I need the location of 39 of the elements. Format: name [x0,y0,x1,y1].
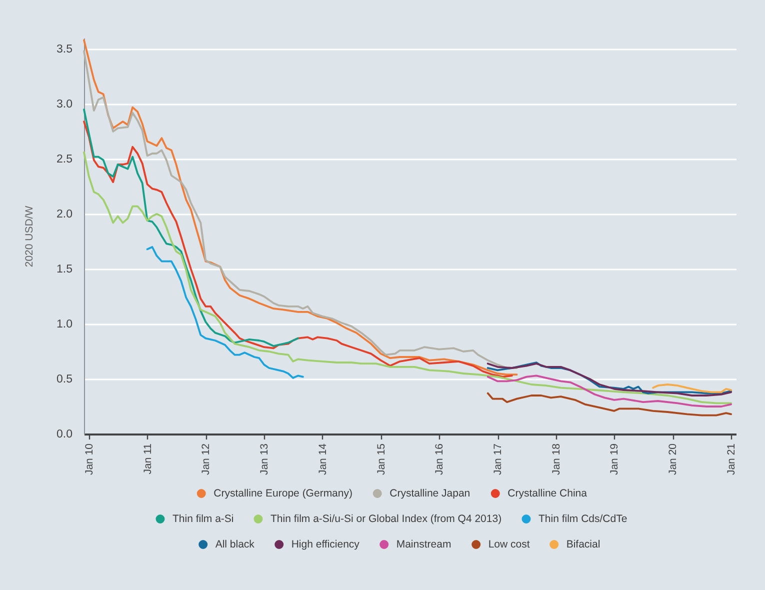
y-tick-label: 3.0 [56,98,72,110]
line-series [83,120,513,378]
legend-label: All black [215,538,256,550]
line-series [652,384,732,394]
legend-label: Crystalline Japan [390,488,470,500]
y-axis-title: 2020 USD/W [24,206,36,268]
line-series [83,151,732,404]
legend-label: Low cost [488,538,530,550]
y-tick-label: 3.5 [56,44,72,56]
legend-label: Crystalline China [508,488,588,500]
x-tick-label: Jan 18 [550,443,562,476]
x-tick-label: Jan 17 [492,443,504,476]
x-tick-label: Jan 12 [200,443,212,476]
legend-label: Mainstream [396,538,452,550]
x-tick-label: Jan 16 [434,443,446,476]
line-series [486,374,732,408]
legend-label: Thin film a-Si/u-Si or Global Index (from Q4 2013) [270,513,502,525]
x-tick-label: Jan 19 [608,443,621,476]
legend-label: Bifacial [566,538,600,550]
line-series [83,108,299,347]
y-tick-label: 0.0 [56,428,72,440]
legend-label: Thin film Cds/CdTe [538,513,628,525]
legend-label: High efficiency [291,538,360,550]
y-tick-label: 0.5 [56,374,72,386]
y-tick-label: 1.5 [56,264,72,276]
y-tick-label: 1.0 [56,318,72,330]
line-series [146,246,304,379]
y-tick-label: 2.0 [56,208,72,220]
legend-label: Thin film a-Si [172,513,234,525]
y-tick-label: 2.5 [56,154,72,166]
x-tick-label: Jan 13 [258,443,271,476]
x-tick-label: Jan 14 [316,443,329,476]
x-tick-label: Jan 20 [667,443,680,476]
x-tick-label: Jan 11 [142,443,154,474]
x-tick-label: Jan 21 [726,443,738,476]
line-series [486,392,732,416]
legend-label: Crystalline Europe (Germany) [214,488,352,500]
x-tick-label: Jan 15 [375,443,388,476]
x-tick-label: Jan 10 [83,443,96,476]
